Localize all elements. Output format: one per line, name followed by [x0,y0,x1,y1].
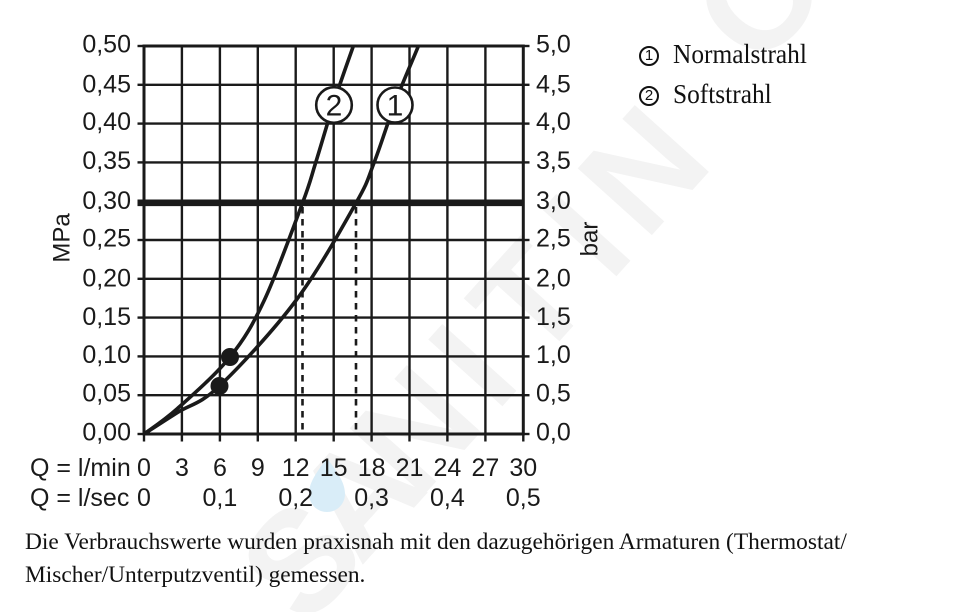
svg-text:0,4: 0,4 [430,484,465,512]
svg-text:30: 30 [509,454,537,482]
svg-text:0,00: 0,00 [82,418,131,446]
svg-text:Q = l/sec: Q = l/sec [30,484,129,512]
svg-text:9: 9 [251,454,265,482]
svg-text:3,5: 3,5 [536,147,571,175]
svg-text:12: 12 [282,454,310,482]
svg-text:0,25: 0,25 [82,224,131,252]
svg-text:0: 0 [137,484,151,512]
svg-text:24: 24 [433,454,461,482]
svg-text:0,40: 0,40 [82,108,131,136]
svg-text:0,5: 0,5 [536,380,571,408]
svg-text:4,0: 4,0 [536,108,571,136]
svg-text:0: 0 [137,454,151,482]
svg-text:3,0: 3,0 [536,187,571,215]
svg-text:MPa: MPa [49,213,76,263]
svg-text:0,50: 0,50 [82,30,131,58]
svg-text:0,05: 0,05 [82,380,131,408]
svg-text:0,3: 0,3 [354,484,389,512]
svg-text:0,20: 0,20 [82,264,131,292]
svg-text:21: 21 [396,454,424,482]
svg-text:18: 18 [358,454,386,482]
svg-text:0,0: 0,0 [536,418,571,446]
svg-text:0,15: 0,15 [82,303,131,331]
svg-text:bar: bar [577,222,604,257]
svg-text:0,30: 0,30 [82,187,131,215]
svg-text:27: 27 [471,454,499,482]
svg-text:2,0: 2,0 [536,264,571,292]
svg-text:0,35: 0,35 [82,147,131,175]
svg-text:0,2: 0,2 [278,484,313,512]
svg-text:1,5: 1,5 [536,303,571,331]
svg-text:15: 15 [320,454,348,482]
svg-text:2: 2 [326,90,343,123]
svg-text:6: 6 [213,454,227,482]
svg-text:Q = l/min: Q = l/min [30,454,131,482]
svg-text:5,0: 5,0 [536,30,571,58]
svg-text:3: 3 [175,454,189,482]
svg-text:1,0: 1,0 [536,341,571,369]
svg-text:0,45: 0,45 [82,70,131,98]
svg-text:2,5: 2,5 [536,224,571,252]
svg-text:4,5: 4,5 [536,70,571,98]
svg-text:0,10: 0,10 [82,341,131,369]
svg-text:0,5: 0,5 [506,484,541,512]
svg-text:1: 1 [387,90,404,123]
svg-text:0,1: 0,1 [203,484,238,512]
